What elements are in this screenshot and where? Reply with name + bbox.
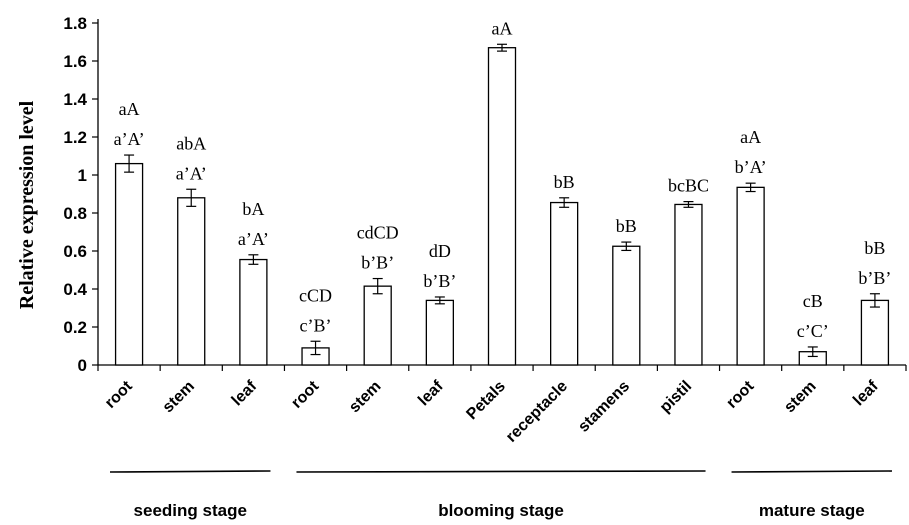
error-bar-5 <box>434 296 445 305</box>
bar-9 <box>674 203 703 366</box>
group-line-1 <box>296 470 706 473</box>
chart-bars <box>114 43 890 366</box>
significance-label: abA <box>176 133 206 153</box>
error-bar-1 <box>186 188 197 207</box>
y-tick-label: 0 <box>78 356 87 375</box>
group-line-0 <box>109 470 271 473</box>
x-tick-label: leaf <box>229 377 261 409</box>
significance-label: bB <box>864 238 885 258</box>
bar-8 <box>612 245 641 366</box>
x-tick-label: stamens <box>575 378 633 436</box>
significance-label: b’A’ <box>735 157 767 177</box>
y-tick-label: 1 <box>78 166 87 185</box>
x-tick-label: receptacle <box>503 378 571 446</box>
x-tick-label: leaf <box>850 377 882 409</box>
x-tick-label: root <box>723 377 757 411</box>
significance-label: c’C’ <box>797 321 829 341</box>
significance-label: b’B’ <box>423 271 456 291</box>
x-tick-label: stem <box>160 378 198 416</box>
significance-label: a’A’ <box>176 163 207 183</box>
y-tick-label: 1.6 <box>63 52 87 71</box>
x-tick-label: root <box>102 377 136 411</box>
error-bar-8 <box>621 241 632 252</box>
significance-label: a’A’ <box>114 129 145 149</box>
significance-label: aA <box>740 127 761 147</box>
significance-label: aA <box>492 18 513 38</box>
significance-label: dD <box>429 241 451 261</box>
significance-label: b’B’ <box>858 268 891 288</box>
y-tick-label: 1.4 <box>63 90 87 109</box>
bar-5 <box>425 299 454 366</box>
significance-label: bB <box>616 216 637 236</box>
significance-label: bcBC <box>668 176 709 196</box>
bar-7 <box>550 201 579 366</box>
bar-6 <box>487 47 517 366</box>
error-bar-10 <box>745 182 756 193</box>
significance-label: cdCD <box>357 223 399 243</box>
significance-label: cB <box>803 291 823 311</box>
bar-4 <box>363 285 392 366</box>
group-line-2 <box>731 470 893 473</box>
significance-label: c’B’ <box>300 315 332 335</box>
significance-label: b’B’ <box>361 253 394 273</box>
y-tick-label: 0.4 <box>63 280 87 299</box>
y-tick-label: 0.6 <box>63 242 87 261</box>
x-tick-label: stem <box>346 378 384 416</box>
error-bar-3 <box>310 340 321 356</box>
chart-axes: 0 0.2 0.4 0.6 0.8 1 1.2 1.4 1.6 1.8 <box>63 14 907 375</box>
significance-label: aA <box>119 99 140 119</box>
significance-label: bB <box>554 172 575 192</box>
error-bar-11 <box>807 346 818 358</box>
y-tick-label: 1.8 <box>63 14 87 33</box>
error-bar-9 <box>683 201 694 208</box>
error-bar-6 <box>497 43 507 52</box>
group-label-1: blooming stage <box>438 501 564 520</box>
group-label-0: seeding stage <box>134 501 247 520</box>
error-bar-2 <box>248 254 259 265</box>
bar-1 <box>177 197 206 366</box>
group-label-2: mature stage <box>759 501 865 520</box>
x-tick-label: root <box>288 377 322 411</box>
y-axis-label: Relative expression level <box>16 100 38 309</box>
y-tick-label: 0.8 <box>63 204 87 223</box>
x-tick-label: leaf <box>415 377 447 409</box>
bar-10 <box>736 186 765 366</box>
significance-label: cCD <box>299 285 332 305</box>
error-bar-12 <box>869 293 880 308</box>
y-tick-label: 0.2 <box>63 318 87 337</box>
significance-label: bA <box>242 199 264 219</box>
significance-label: a’A’ <box>238 229 269 249</box>
bar-12 <box>860 299 890 366</box>
error-bar-0 <box>124 154 135 173</box>
x-tick-label: stem <box>781 378 819 416</box>
bar-0 <box>114 162 144 366</box>
error-bar-7 <box>559 197 570 208</box>
error-bar-4 <box>372 277 383 295</box>
x-tick-label: Petals <box>463 378 508 423</box>
bar-2 <box>239 258 268 366</box>
y-tick-label: 1.2 <box>63 128 87 147</box>
x-tick-label: pistil <box>657 378 695 416</box>
